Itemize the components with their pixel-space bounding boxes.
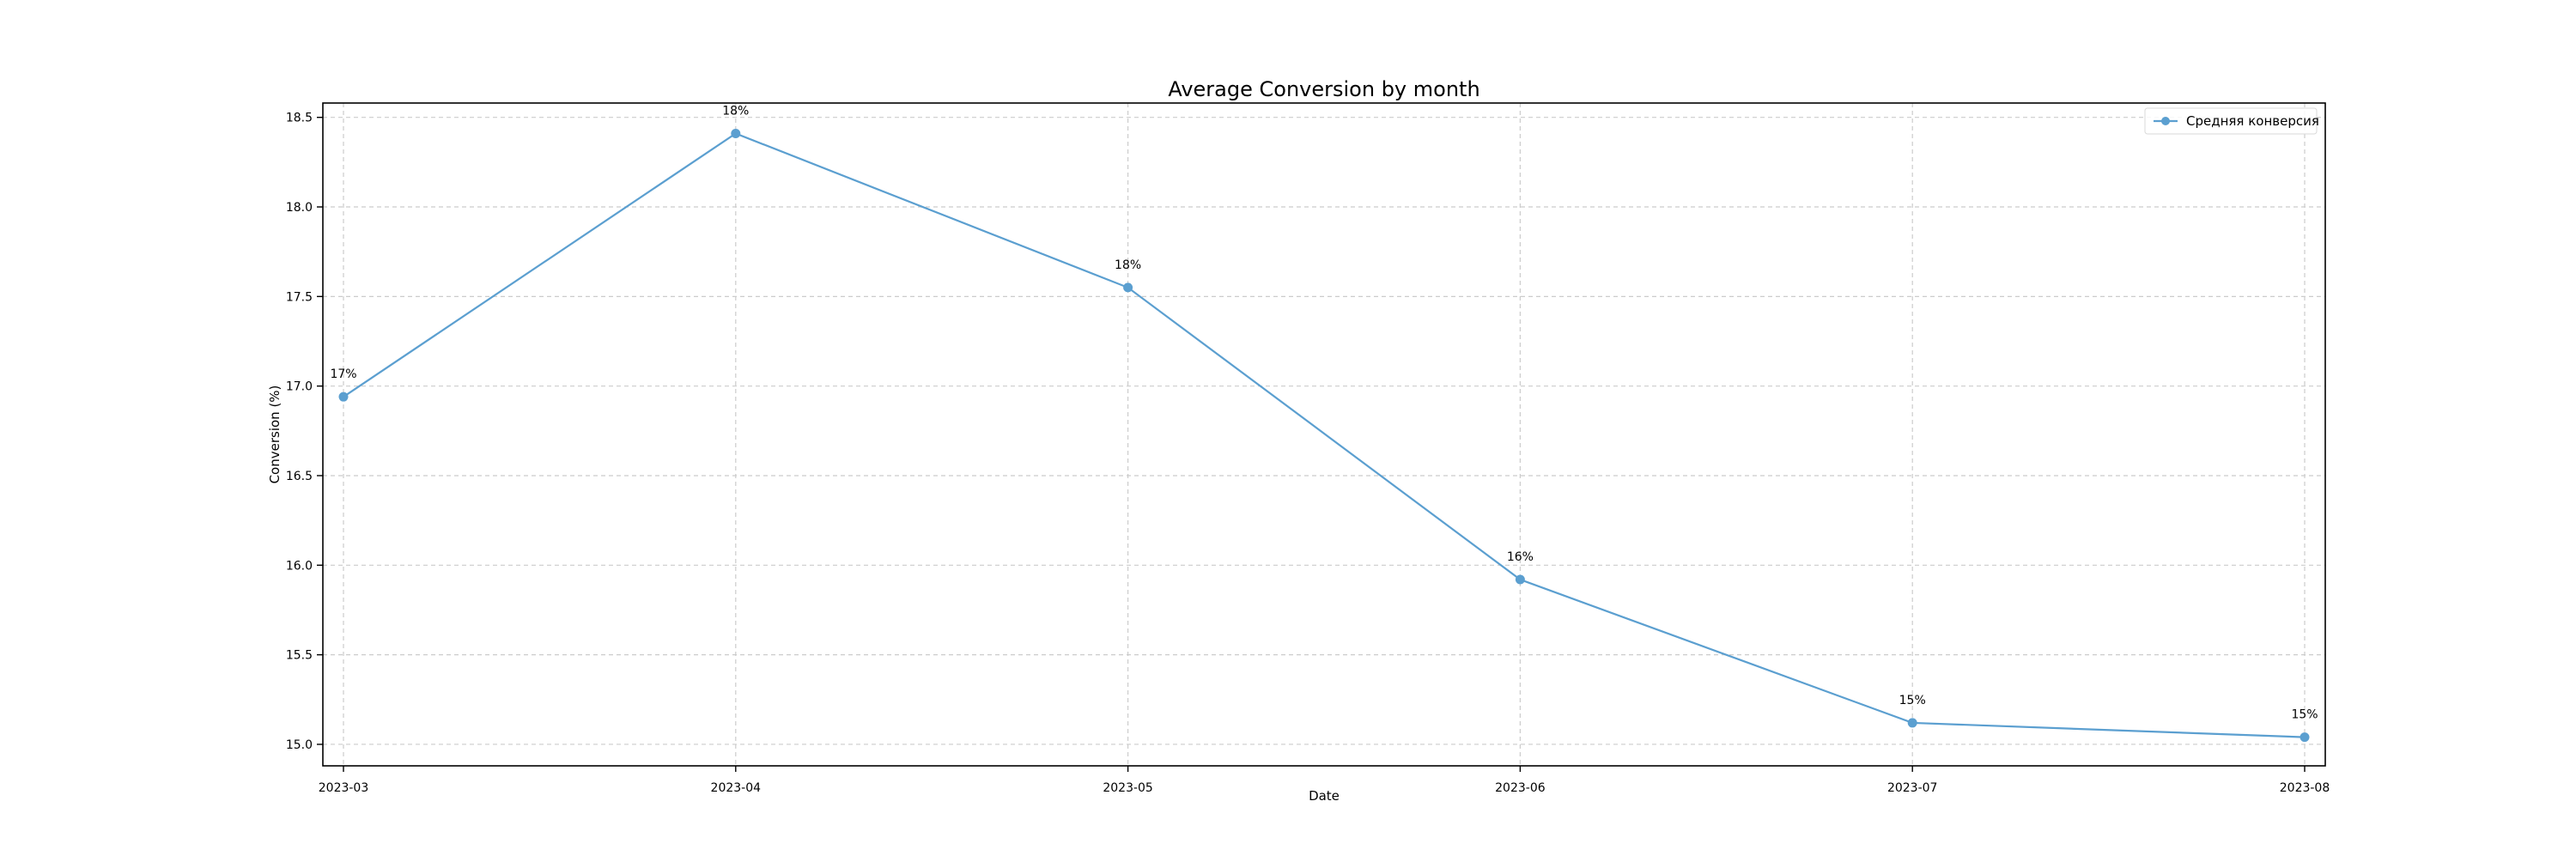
x-tick-label: 2023-05 bbox=[1103, 781, 1153, 795]
y-tick-label: 16.5 bbox=[286, 470, 313, 483]
y-tick-label: 17.5 bbox=[286, 290, 313, 304]
axes bbox=[317, 102, 2326, 772]
x-tick-label: 2023-06 bbox=[1495, 781, 1546, 795]
data-point bbox=[1907, 718, 1917, 728]
data-point bbox=[1123, 282, 1133, 293]
x-axis-label: Date bbox=[1309, 788, 1340, 804]
data-label: 15% bbox=[1899, 694, 1926, 707]
labels: 17% 18% 18% 16% 15% 15% 2023-03 2023-04 2023-05 2… bbox=[267, 77, 2330, 804]
legend-label: Средняя конверсия bbox=[2186, 113, 2319, 129]
data-point bbox=[1515, 574, 1525, 585]
grid bbox=[323, 103, 2325, 766]
plot-frame bbox=[322, 102, 2326, 767]
data-label: 17% bbox=[330, 367, 356, 381]
data-label: 18% bbox=[1115, 258, 1141, 272]
y-tick-label: 15.5 bbox=[286, 649, 313, 663]
series-layer bbox=[338, 128, 2310, 743]
data-point bbox=[2300, 732, 2310, 743]
x-tick-label: 2023-08 bbox=[2280, 781, 2330, 795]
series-line bbox=[343, 132, 2306, 738]
y-tick-label: 15.0 bbox=[286, 738, 313, 752]
legend-box bbox=[2144, 107, 2318, 135]
y-tick-label: 17.0 bbox=[286, 380, 313, 394]
data-label: 15% bbox=[2291, 708, 2318, 722]
data-label: 16% bbox=[1507, 550, 1534, 564]
y-tick-label: 18.0 bbox=[286, 201, 313, 215]
x-tick-label: 2023-03 bbox=[319, 781, 369, 795]
x-tick-label: 2023-07 bbox=[1887, 781, 1938, 795]
y-tick-label: 16.0 bbox=[286, 559, 313, 573]
chart-title: Average Conversion by month bbox=[1168, 77, 1479, 101]
x-tick-label: 2023-04 bbox=[711, 781, 762, 795]
data-point bbox=[731, 128, 741, 138]
legend: Средняя конверсия bbox=[2144, 107, 2319, 135]
data-label: 18% bbox=[722, 104, 749, 118]
legend-marker bbox=[2161, 117, 2170, 125]
data-point bbox=[338, 392, 349, 402]
y-tick-label: 18.5 bbox=[286, 112, 313, 125]
y-axis-label: Conversion (%) bbox=[267, 385, 283, 484]
